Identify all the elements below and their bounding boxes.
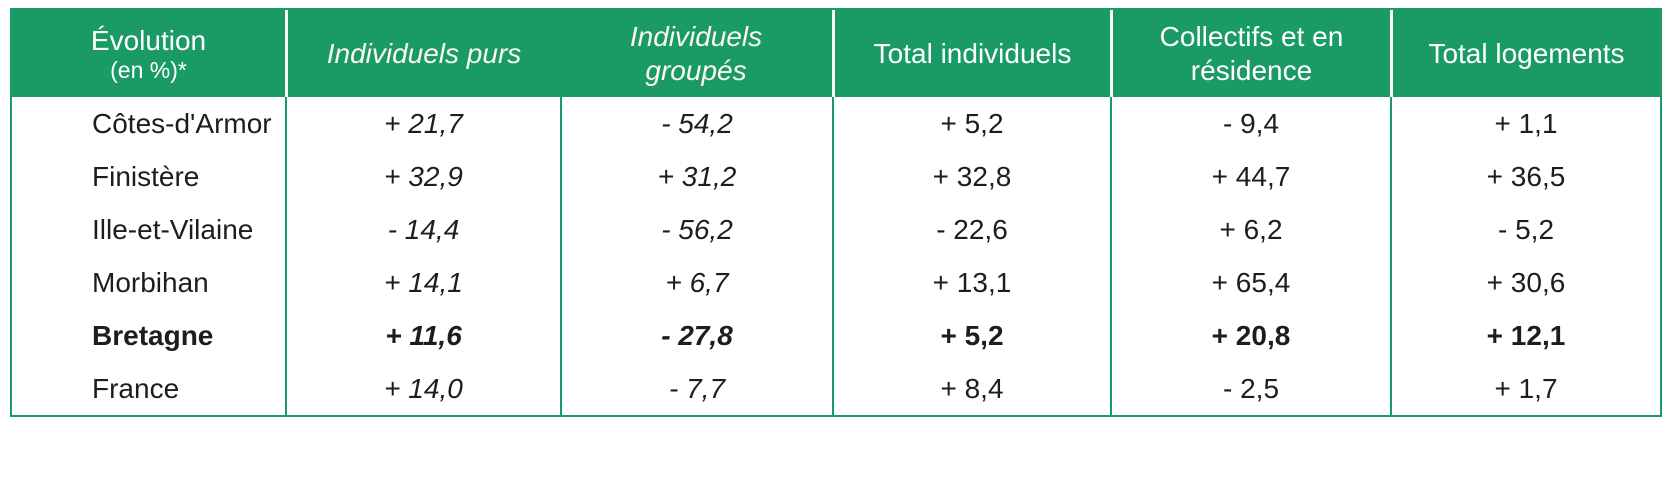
value-cell: + 65,4 xyxy=(1110,256,1390,309)
value-cell: + 5,2 xyxy=(832,97,1110,150)
footnotes: * décembre 2021 à fin février 2022 / déc… xyxy=(12,425,1658,502)
value-cell: - 14,4 xyxy=(285,203,560,256)
row-label: Finistère xyxy=(12,150,285,203)
header-total-logements: Total logements xyxy=(1390,10,1660,97)
value-cell: - 27,8 xyxy=(560,309,832,362)
value-cell: + 30,6 xyxy=(1390,256,1660,309)
value-cell: + 44,7 xyxy=(1110,150,1390,203)
value-cell: + 6,2 xyxy=(1110,203,1390,256)
value-cell: + 5,2 xyxy=(832,309,1110,362)
value-cell: + 12,1 xyxy=(1390,309,1660,362)
value-cell: + 32,9 xyxy=(285,150,560,203)
row-label: Côtes-d'Armor xyxy=(12,97,285,150)
value-cell: - 22,6 xyxy=(832,203,1110,256)
row-label: France xyxy=(12,362,285,415)
table-row-finistere: Finistère + 32,9 + 31,2 + 32,8 + 44,7 + … xyxy=(12,150,1660,203)
table-row-ille-et-vilaine: Ille-et-Vilaine - 14,4 - 56,2 - 22,6 + 6… xyxy=(12,203,1660,256)
value-cell: + 32,8 xyxy=(832,150,1110,203)
table-row-cotes-darmor: Côtes-d'Armor + 21,7 - 54,2 + 5,2 - 9,4 … xyxy=(12,97,1660,150)
value-cell: - 54,2 xyxy=(560,97,832,150)
row-label: Bretagne xyxy=(12,309,285,362)
value-cell: + 13,1 xyxy=(832,256,1110,309)
value-cell: + 8,4 xyxy=(832,362,1110,415)
value-cell: - 7,7 xyxy=(560,362,832,415)
value-cell: - 2,5 xyxy=(1110,362,1390,415)
value-cell: - 9,4 xyxy=(1110,97,1390,150)
value-cell: - 5,2 xyxy=(1390,203,1660,256)
row-label: Morbihan xyxy=(12,256,285,309)
value-cell: - 56,2 xyxy=(560,203,832,256)
value-cell: + 6,7 xyxy=(560,256,832,309)
value-cell: + 36,5 xyxy=(1390,150,1660,203)
value-cell: + 1,1 xyxy=(1390,97,1660,150)
header-total-individuels: Total individuels xyxy=(832,10,1110,97)
header-evolution: Évolution (en %)* xyxy=(12,10,285,97)
table-row-france: France + 14,0 - 7,7 + 8,4 - 2,5 + 1,7 xyxy=(12,362,1660,415)
header-row: Évolution (en %)* Individuels purs Indiv… xyxy=(12,10,1660,97)
value-cell: + 14,1 xyxy=(285,256,560,309)
header-evolution-unit: (en %)* xyxy=(110,56,187,83)
header-evolution-title: Évolution xyxy=(90,24,207,56)
table-row-morbihan: Morbihan + 14,1 + 6,7 + 13,1 + 65,4 + 30… xyxy=(12,256,1660,309)
header-collectifs-residence: Collectifs et en résidence xyxy=(1110,10,1390,97)
row-label: Ille-et-Vilaine xyxy=(12,203,285,256)
header-individuels-purs: Individuels purs xyxy=(285,10,560,97)
value-cell: + 11,6 xyxy=(285,309,560,362)
value-cell: + 20,8 xyxy=(1110,309,1390,362)
header-individuels-groupes: Individuels groupés xyxy=(560,10,832,97)
value-cell: + 31,2 xyxy=(560,150,832,203)
table-row-bretagne: Bretagne + 11,6 - 27,8 + 5,2 + 20,8 + 12… xyxy=(12,309,1660,362)
value-cell: + 1,7 xyxy=(1390,362,1660,415)
housing-evolution-table: Évolution (en %)* Individuels purs Indiv… xyxy=(10,8,1662,417)
value-cell: + 14,0 xyxy=(285,362,560,415)
value-cell: + 21,7 xyxy=(285,97,560,150)
